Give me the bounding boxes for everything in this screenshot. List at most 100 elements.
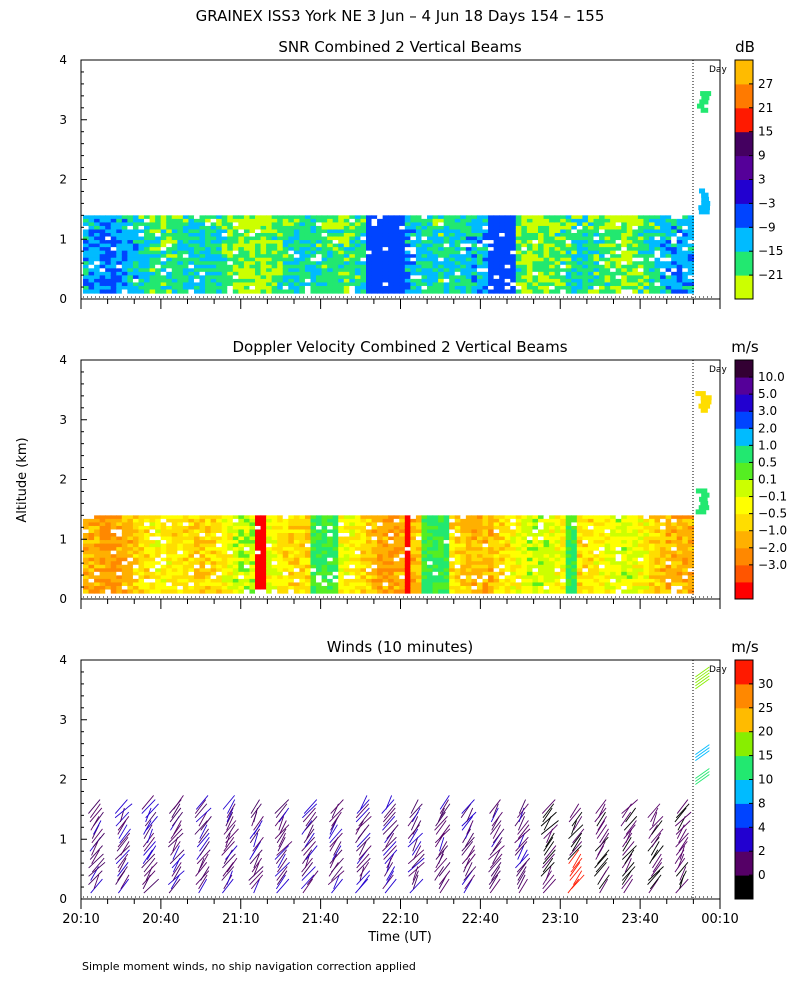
heatmap-cell [144, 243, 151, 248]
heatmap-cell [249, 236, 256, 241]
heatmap-cell [576, 247, 583, 252]
heatmap-cell [338, 557, 345, 562]
heatmap-cell [443, 236, 450, 241]
heatmap-cell [282, 240, 289, 245]
heatmap-cell [371, 525, 378, 531]
footnote: Simple moment winds, no ship navigation … [82, 960, 416, 973]
heatmap-cell [243, 578, 251, 584]
heatmap-cell [349, 264, 356, 269]
heatmap-cell [415, 589, 423, 594]
heatmap-cell [371, 540, 378, 545]
heatmap-cell [177, 554, 184, 559]
heatmap-cell [338, 575, 345, 580]
heatmap-cell [149, 575, 156, 580]
heatmap-cell [599, 225, 606, 231]
heatmap-cell [127, 218, 134, 224]
heatmap-cell [393, 578, 400, 584]
heatmap-cell [288, 225, 295, 231]
heatmap-cell [610, 575, 617, 580]
heatmap-cell [560, 254, 567, 259]
heatmap-cell [282, 254, 289, 259]
heatmap-cell [510, 518, 517, 524]
heatmap-cell [310, 518, 317, 524]
colorbar-swatch [735, 251, 753, 276]
heatmap-cell [232, 540, 239, 545]
heatmap-cell [310, 578, 317, 584]
heatmap-cell [371, 250, 378, 255]
heatmap-cell [282, 536, 289, 541]
heatmap-cell [427, 240, 434, 245]
heatmap-cell [488, 554, 495, 559]
heatmap-cell [365, 285, 373, 291]
heatmap-cell [121, 233, 128, 238]
heatmap-cell [521, 529, 528, 534]
heatmap-cell [105, 564, 112, 569]
heatmap-cell [510, 585, 517, 591]
heatmap-cell [83, 533, 90, 538]
heatmap-cell [210, 533, 217, 538]
heatmap-cell [260, 282, 267, 287]
heatmap-cell [177, 540, 184, 545]
heatmap-cell [560, 222, 567, 227]
heatmap-cell [271, 261, 278, 266]
heatmap-cell [388, 264, 395, 269]
heatmap-cell [510, 536, 517, 541]
heatmap-cell [193, 564, 201, 569]
heatmap-cell [504, 275, 511, 280]
heatmap-cell [538, 518, 545, 524]
heatmap-cell [676, 529, 683, 534]
heatmap-cell [271, 540, 278, 545]
heatmap-cell [293, 225, 301, 231]
heatmap-cell [243, 218, 251, 224]
heatmap-cell [360, 229, 367, 234]
heatmap-cell [282, 515, 289, 520]
heatmap-cell [421, 282, 428, 287]
heatmap-cell [110, 533, 117, 538]
heatmap-cell [193, 222, 201, 227]
heatmap-cell [210, 229, 217, 234]
heatmap-cell [171, 568, 178, 573]
heatmap-cell [293, 571, 301, 576]
heatmap-cell [110, 571, 117, 576]
heatmap-cell [482, 222, 489, 227]
heatmap-cell [554, 564, 561, 569]
heatmap-cell [255, 571, 262, 576]
heatmap-cell [310, 561, 317, 566]
heatmap-cell [243, 222, 251, 227]
heatmap-cell [604, 225, 611, 231]
heatmap-cell [510, 240, 517, 245]
heatmap-cell [299, 236, 306, 241]
heatmap-cell [249, 589, 256, 594]
heatmap-cell [205, 250, 212, 255]
heatmap-cell [199, 282, 206, 287]
heatmap-cell [243, 561, 251, 566]
heatmap-cell [83, 529, 90, 534]
heatmap-cell [338, 243, 345, 248]
colorbar-swatch [735, 107, 753, 133]
heatmap-cell [521, 236, 528, 241]
heatmap-cell [476, 254, 484, 259]
heatmap-cell [599, 215, 606, 220]
heatmap-cell [121, 254, 128, 259]
heatmap-cell [321, 522, 328, 527]
heatmap-cell [304, 540, 312, 545]
heatmap-cell [271, 240, 278, 245]
heatmap-cell [443, 522, 450, 527]
heatmap-cell [621, 540, 628, 545]
heatmap-cell [166, 282, 173, 287]
heatmap-cell [460, 571, 467, 576]
heatmap-cell [643, 250, 650, 255]
heatmap-cell [282, 557, 289, 562]
heatmap-cell [210, 543, 217, 548]
heatmap-cell [88, 278, 95, 284]
heatmap-cell [432, 529, 439, 534]
heatmap-cell [443, 261, 450, 266]
heatmap-cell [216, 554, 223, 559]
heatmap-cell [582, 529, 589, 534]
heatmap-cell [449, 543, 456, 548]
heatmap-cell [604, 282, 611, 287]
heatmap-cell [449, 236, 456, 241]
heatmap-cell [249, 561, 256, 566]
heatmap-cell [682, 289, 689, 294]
heatmap-cell [415, 271, 423, 276]
